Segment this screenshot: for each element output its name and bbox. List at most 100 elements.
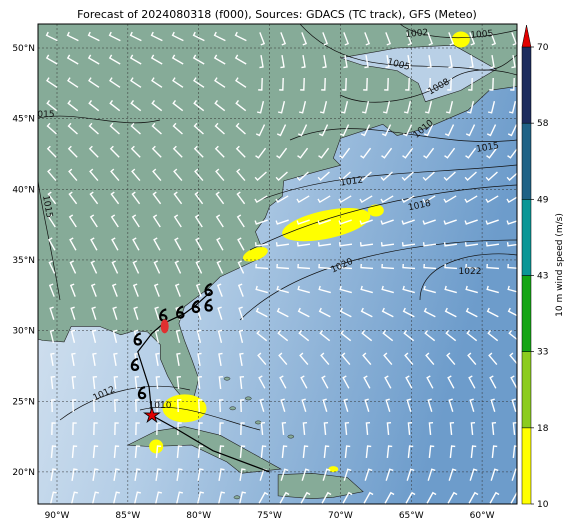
wind-barb bbox=[217, 329, 223, 343]
wind-barb bbox=[385, 398, 391, 412]
wind-barb bbox=[277, 330, 289, 342]
wind-barb bbox=[90, 283, 97, 297]
wind-barb bbox=[71, 375, 77, 390]
wind-barb bbox=[109, 122, 120, 135]
wind-barb bbox=[381, 285, 394, 294]
wind-barb bbox=[276, 147, 288, 159]
wind-barb bbox=[108, 31, 121, 42]
colorbar-extend bbox=[521, 24, 532, 48]
wind-barb bbox=[213, 54, 226, 65]
wind-barb bbox=[130, 77, 142, 88]
wind-barb bbox=[66, 54, 79, 65]
wind-barb bbox=[256, 330, 268, 342]
island bbox=[229, 406, 236, 411]
wind-barb bbox=[46, 77, 58, 88]
wind-barb bbox=[338, 219, 352, 225]
wind-barb bbox=[133, 306, 139, 320]
wind-barb bbox=[321, 375, 329, 389]
wind-barb bbox=[364, 32, 371, 46]
wind-barb bbox=[322, 54, 327, 69]
wind-barb bbox=[113, 468, 120, 482]
wind-barb bbox=[404, 352, 414, 366]
wind-barb bbox=[323, 421, 329, 436]
wind-barb bbox=[447, 491, 458, 504]
wind-barb bbox=[380, 171, 393, 182]
wind-barb bbox=[300, 77, 305, 91]
map-frame bbox=[37, 23, 518, 505]
wind-barb bbox=[485, 242, 500, 247]
wind-barb bbox=[490, 468, 499, 481]
wind-barb bbox=[216, 237, 224, 251]
wind-barb bbox=[254, 195, 268, 204]
wind-barb bbox=[238, 329, 244, 343]
wind-barb bbox=[196, 329, 202, 343]
wind-barb bbox=[487, 330, 499, 342]
wind-barb bbox=[260, 445, 267, 459]
isobar bbox=[289, 128, 517, 142]
wind-barb bbox=[319, 101, 328, 114]
wind-barb bbox=[320, 352, 330, 366]
tc-symbol bbox=[137, 386, 147, 400]
wind-barb bbox=[511, 32, 517, 46]
wind-barb bbox=[280, 398, 286, 412]
wind-barb bbox=[279, 77, 284, 91]
wind-barb bbox=[340, 101, 349, 114]
wind-barb bbox=[135, 399, 140, 413]
wind-barb bbox=[87, 31, 100, 42]
wind-barb bbox=[301, 468, 310, 481]
wind-barb bbox=[67, 77, 79, 88]
wind-barb bbox=[156, 422, 161, 436]
wind-barb bbox=[194, 191, 204, 205]
wind-barb bbox=[192, 54, 205, 65]
wind-barb bbox=[217, 491, 226, 504]
wind-barb bbox=[469, 468, 478, 481]
wind-barb bbox=[109, 145, 120, 158]
wind-barb bbox=[240, 399, 245, 413]
colorbar-tick-label: 70 bbox=[537, 43, 549, 53]
wind-barb bbox=[401, 242, 416, 247]
isobar-label: 1015 bbox=[476, 141, 500, 155]
colorbar-segment bbox=[521, 122, 532, 200]
lat-tick-label: 20°N bbox=[12, 468, 35, 478]
wind-barb bbox=[193, 100, 205, 112]
wind-barb bbox=[485, 195, 499, 204]
wind-barb bbox=[255, 124, 266, 137]
wind-barb bbox=[69, 237, 77, 251]
wind-barb bbox=[92, 375, 98, 390]
wind-barb bbox=[176, 468, 183, 482]
wind-barb bbox=[406, 54, 411, 69]
wind-barb bbox=[340, 330, 352, 342]
wind-barb bbox=[359, 219, 373, 225]
wind-barb bbox=[258, 375, 266, 389]
wind-barb bbox=[276, 124, 287, 137]
tc-symbol bbox=[130, 357, 140, 372]
wind-barb bbox=[280, 32, 287, 46]
wind-barb bbox=[507, 285, 517, 293]
wind-barb bbox=[486, 263, 500, 270]
colorbar-tick-label: 10 bbox=[537, 500, 549, 510]
wind-barb bbox=[130, 145, 141, 158]
wind-barb bbox=[486, 307, 499, 318]
wind-barb bbox=[281, 421, 287, 436]
wind-barb bbox=[443, 171, 456, 182]
wind-barb bbox=[363, 491, 374, 504]
wind-barb bbox=[424, 330, 436, 342]
wind-barb bbox=[301, 54, 306, 69]
wind-barb bbox=[108, 54, 121, 65]
wind-barb bbox=[318, 147, 330, 159]
wind-patch bbox=[328, 466, 339, 473]
wind-patch bbox=[451, 31, 470, 48]
wind-barb bbox=[509, 352, 517, 365]
colorbar: 10 18 33 43 49 58 70 bbox=[521, 24, 549, 510]
wind-barb bbox=[276, 285, 289, 294]
wind-barb bbox=[154, 329, 160, 343]
wind-barb bbox=[321, 491, 332, 504]
wind-barb bbox=[382, 101, 391, 114]
wind-barb bbox=[132, 283, 139, 297]
wind-barb bbox=[236, 168, 246, 182]
wind-barb bbox=[239, 375, 245, 390]
colorbar-segment bbox=[521, 427, 532, 505]
wind-barb bbox=[426, 77, 431, 91]
wind-barb bbox=[382, 330, 394, 342]
